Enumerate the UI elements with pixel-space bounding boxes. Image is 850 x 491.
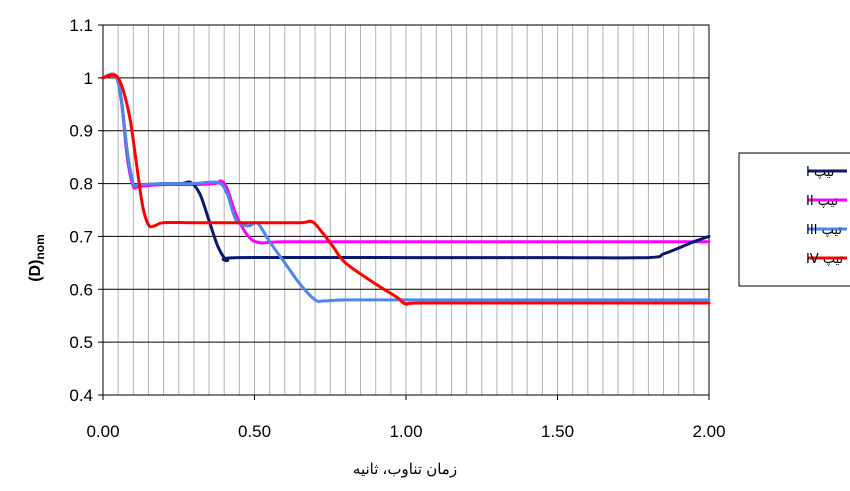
series-line-3 [101,72,711,303]
grid [103,25,709,395]
y-tick-label: 0.4 [69,386,93,405]
y-axis-title: (D)nom [27,234,47,282]
y-axis-title-subscript: nom [33,234,47,259]
axes: 0.4 0.5 0.6 0.7 0.8 0.9 1 1.1 0.00 0.50 1.00 1.50 2.… [69,16,725,441]
y-axis-title-main: (D) [27,260,44,282]
y-tick-label: 1 [84,69,93,88]
x-axis-title: زمان تناوب، ثانیه [353,461,457,478]
x-tick-label: 1.50 [541,422,574,441]
y-tick-label: 0.6 [69,280,93,299]
y-tick-label: 0.7 [69,227,93,246]
legend-box [738,152,850,287]
legend-label-1: تیپ I [806,165,835,180]
y-tick-label: 0.5 [69,333,93,352]
legend-label-2: تیپ II [806,194,838,209]
y-tick-label: 0.8 [69,175,93,194]
y-tick-label: 1.1 [69,16,93,35]
x-tick-label: 1.00 [389,422,422,441]
series-line-4 [101,73,711,306]
y-tick-label: 0.9 [69,122,93,141]
series-group [101,72,711,306]
x-tick-label: 2.00 [692,422,725,441]
x-tick-label: 0.00 [86,422,119,441]
legend: تیپ I تیپ II تیپ III تیپ IV [738,152,850,287]
legend-label-4: تیپ IV [806,252,844,267]
x-tick-label: 0.50 [238,422,271,441]
legend-label-3: تیپ III [806,223,842,238]
